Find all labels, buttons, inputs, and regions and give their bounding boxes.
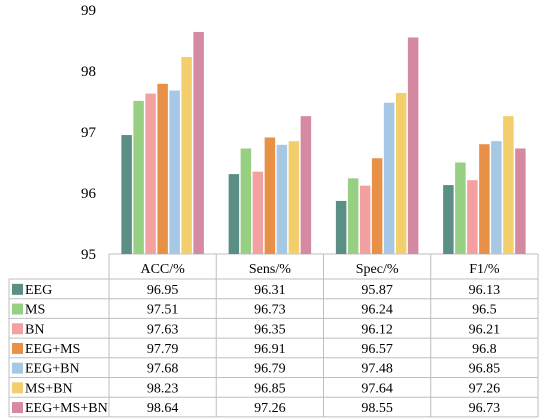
- table-cell-value: 96.79: [254, 362, 286, 377]
- category-label: Spec/%: [356, 262, 399, 277]
- table-cell-value: 96.24: [361, 303, 393, 318]
- y-tick-label: 98: [81, 64, 96, 80]
- table-cell-value: 96.35: [254, 322, 286, 337]
- y-tick-label: 97: [81, 125, 97, 141]
- table-cell-value: 98.55: [361, 401, 393, 416]
- bar-eeg-3: [443, 185, 454, 254]
- data-table: ACC/% Sens/% Spec/% F1/% EEG 96.95 96.31 95.87 9…: [8, 254, 539, 418]
- bar-bn-1: [252, 171, 264, 254]
- legend-label: EEG+MS: [25, 342, 80, 357]
- table-cell-value: 96.95: [147, 283, 179, 298]
- bar-ms-2: [347, 178, 359, 254]
- bar-eeg-ms-bn-0: [193, 31, 204, 255]
- bar-bn-3: [467, 180, 478, 254]
- category-label: F1/%: [469, 262, 500, 277]
- bar-eeg-2: [335, 200, 347, 254]
- table-cell-value: 96.12: [361, 322, 393, 337]
- y-tick-label: 99: [81, 3, 96, 19]
- table-cell-value: 97.79: [147, 342, 179, 357]
- table-cell-value: 97.68: [147, 362, 179, 377]
- category-label: ACC/%: [140, 262, 185, 277]
- table-cell-value: 95.87: [361, 283, 393, 298]
- bar-eeg-ms-0: [157, 83, 168, 254]
- legend-swatch: [12, 303, 23, 315]
- legend-label: EEG+BN: [25, 362, 80, 377]
- bar-ms-bn-2: [395, 92, 407, 255]
- table-cell-value: 97.26: [254, 401, 286, 416]
- table-cell-value: 96.85: [469, 362, 501, 377]
- bar-ms-bn-0: [181, 56, 192, 254]
- table-cell-value: 97.51: [147, 303, 179, 318]
- legend-label: MS+BN: [25, 381, 73, 396]
- legend-swatch: [12, 342, 23, 354]
- bar-eeg-ms-2: [371, 158, 383, 254]
- category-label: Sens/%: [249, 262, 291, 277]
- legend-swatch: [12, 362, 23, 374]
- bars: [121, 31, 526, 255]
- table-cell-value: 96.57: [361, 342, 393, 357]
- bar-eeg-ms-bn-2: [407, 37, 419, 255]
- bar-eeg-ms-3: [479, 144, 490, 254]
- bar-eeg-bn-2: [383, 102, 395, 254]
- bar-eeg-bn-0: [169, 90, 180, 255]
- bar-ms-1: [240, 148, 252, 254]
- table-cell-value: 96.91: [254, 342, 286, 357]
- table-cell-value: 96.85: [254, 381, 286, 396]
- bar-ms-bn-1: [288, 141, 300, 254]
- table-cell-value: 96.13: [469, 283, 501, 298]
- table-cell-value: 97.26: [469, 381, 501, 396]
- bar-bn-2: [359, 185, 371, 254]
- table-cell-value: 96.8: [472, 342, 497, 357]
- legend-label: EEG+MS+BN: [25, 401, 108, 416]
- bar-eeg-bn-1: [276, 144, 288, 254]
- table-cell-value: 96.73: [254, 303, 286, 318]
- table-cell-value: 98.23: [147, 381, 179, 396]
- bar-ms-bn-3: [503, 116, 514, 254]
- bar-ms-0: [133, 100, 144, 254]
- table-cell-value: 96.21: [469, 322, 501, 337]
- table-cell-value: 96.31: [254, 283, 286, 298]
- bar-ms-3: [455, 162, 466, 254]
- legend-swatch: [12, 323, 23, 335]
- legend-label: BN: [25, 322, 44, 337]
- legend-swatch: [12, 283, 23, 295]
- table-cell-value: 96.73: [469, 401, 501, 416]
- bar-eeg-bn-3: [491, 141, 502, 254]
- bar-eeg-ms-bn-1: [300, 116, 312, 254]
- legend-label: EEG: [25, 283, 52, 298]
- bar-eeg-ms-1: [264, 137, 276, 254]
- y-tick-label: 95: [81, 247, 96, 263]
- bar-eeg-0: [121, 135, 132, 254]
- table-cell-value: 97.48: [361, 362, 393, 377]
- legend-swatch: [12, 402, 23, 414]
- bar-eeg-ms-bn-3: [515, 148, 526, 254]
- bar-bn-0: [145, 93, 156, 254]
- y-tick-label: 96: [81, 186, 97, 202]
- table-cell-value: 96.5: [472, 303, 497, 318]
- table-cell-value: 98.64: [147, 401, 179, 416]
- table-cell-value: 97.64: [361, 381, 393, 396]
- bar-eeg-1: [228, 174, 240, 254]
- legend-swatch: [12, 382, 23, 394]
- legend-label: MS: [25, 303, 45, 318]
- table-cell-value: 97.63: [147, 322, 179, 337]
